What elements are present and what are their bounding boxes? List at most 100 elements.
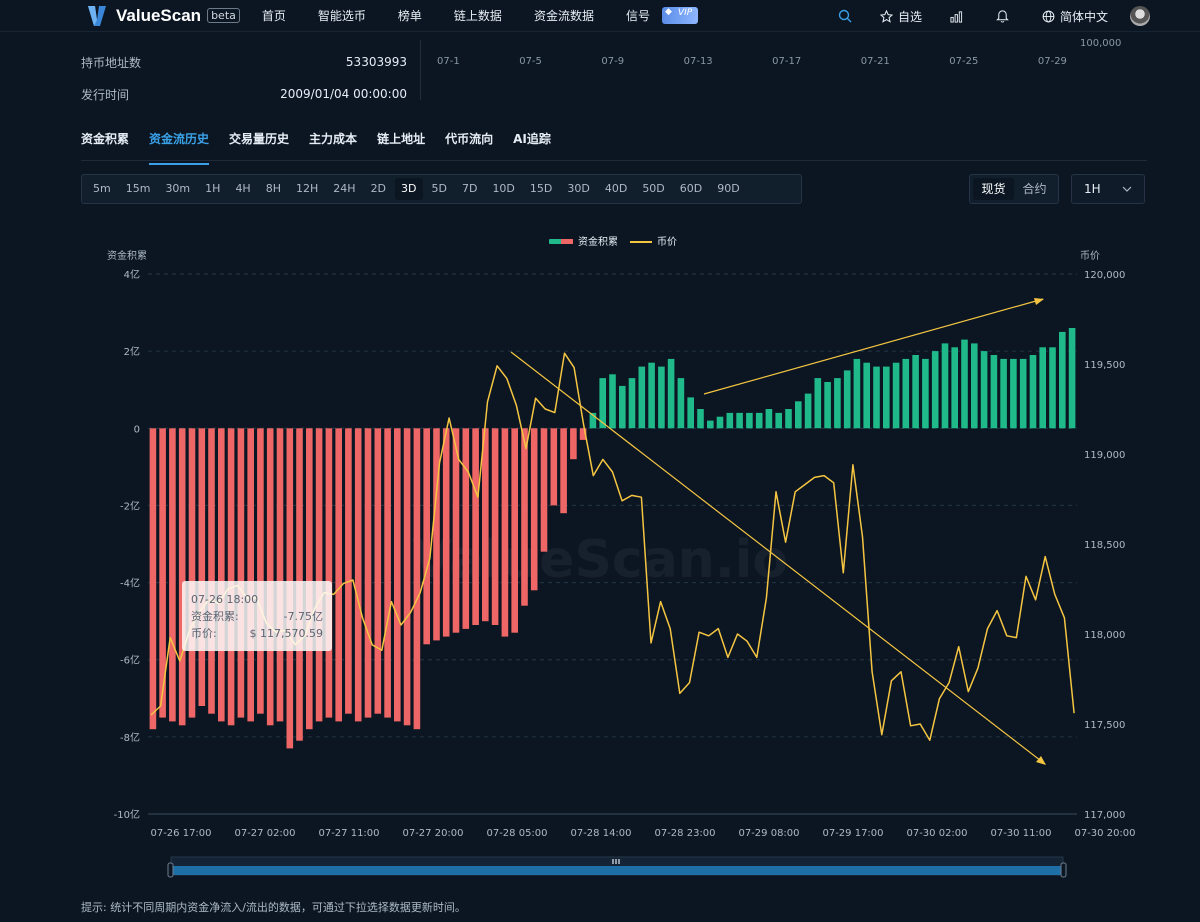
bar[interactable] (980, 351, 988, 429)
bar[interactable] (218, 428, 225, 722)
bar[interactable] (315, 428, 323, 722)
bar[interactable] (648, 362, 655, 429)
bar[interactable] (482, 428, 489, 622)
bar[interactable] (364, 428, 372, 718)
bar[interactable] (237, 428, 245, 718)
period-button-50d[interactable]: 50D (642, 182, 665, 195)
bar[interactable] (843, 370, 851, 429)
bar[interactable] (247, 428, 254, 722)
tab-volume-history[interactable]: 交易量历史 (229, 132, 290, 146)
period-button-2d[interactable]: 2D (370, 182, 387, 195)
bar[interactable] (795, 401, 802, 429)
bar[interactable] (423, 428, 430, 645)
bar[interactable] (325, 428, 333, 718)
nav-item-signals[interactable]: 信号 (625, 9, 650, 23)
bar[interactable] (941, 343, 949, 429)
bar[interactable] (540, 428, 548, 552)
bar[interactable] (433, 428, 440, 641)
bar[interactable] (824, 382, 831, 429)
bar[interactable] (814, 378, 822, 429)
period-button-90d[interactable]: 90D (717, 182, 740, 195)
market-futures-button[interactable]: 合约 (1022, 182, 1047, 196)
bar[interactable] (951, 347, 958, 429)
period-button-40d[interactable]: 40D (604, 182, 628, 195)
bar[interactable] (276, 428, 284, 722)
bar[interactable] (1000, 358, 1007, 429)
bar[interactable] (501, 428, 509, 637)
period-button-15d[interactable]: 15D (529, 182, 553, 195)
bar[interactable] (892, 362, 900, 429)
bar[interactable] (452, 428, 460, 633)
bar[interactable] (922, 358, 929, 429)
period-button-30m[interactable]: 30m (165, 182, 191, 195)
nav-item-rankings[interactable]: 榜单 (397, 9, 422, 23)
nav-item-home[interactable]: 首页 (261, 9, 286, 23)
bar[interactable] (707, 420, 714, 429)
bar[interactable] (335, 428, 342, 722)
bar[interactable] (306, 428, 313, 730)
bar[interactable] (345, 428, 352, 714)
bar[interactable] (873, 366, 880, 429)
tab-flow-history[interactable]: 资金流历史 (149, 130, 210, 165)
bar[interactable] (1029, 355, 1037, 429)
bar[interactable] (765, 409, 773, 429)
bar[interactable] (570, 428, 577, 460)
zoom-handle-left[interactable] (167, 862, 174, 878)
bar[interactable] (1049, 347, 1056, 429)
bar[interactable] (188, 428, 196, 718)
vip-badge[interactable]: VIP (661, 7, 699, 24)
bar[interactable] (883, 366, 890, 429)
bar[interactable] (511, 428, 518, 633)
bar[interactable] (931, 351, 939, 429)
period-button-60d[interactable]: 60D (679, 182, 703, 195)
period-button-30d[interactable]: 30D (567, 182, 590, 195)
market-spot-button[interactable]: 现货 (973, 178, 1014, 200)
period-button-24h[interactable]: 24H (333, 182, 356, 195)
search-icon[interactable] (838, 9, 852, 23)
avatar[interactable] (1130, 6, 1150, 26)
bar[interactable] (413, 428, 421, 730)
interval-select[interactable]: 1H (1071, 174, 1145, 204)
nav-item-fund-flow[interactable]: 资金流数据 (533, 9, 594, 23)
bar[interactable] (589, 412, 597, 429)
watchlist-link[interactable]: 自选 (879, 8, 922, 25)
period-button-12h[interactable]: 12H (296, 182, 319, 195)
bar[interactable] (530, 428, 538, 591)
bar[interactable] (178, 428, 186, 726)
bar[interactable] (1068, 328, 1076, 429)
bar[interactable] (628, 378, 636, 429)
bar[interactable] (755, 412, 763, 429)
bar[interactable] (687, 397, 694, 429)
bar[interactable] (560, 428, 567, 514)
bar[interactable] (1039, 347, 1046, 429)
bar[interactable] (599, 378, 606, 429)
bar[interactable] (266, 428, 274, 726)
bar[interactable] (990, 355, 998, 429)
period-button-7d[interactable]: 7D (461, 182, 478, 195)
bar[interactable] (149, 428, 157, 730)
bar[interactable] (550, 428, 558, 506)
tab-main-cost[interactable]: 主力成本 (309, 132, 358, 146)
bar[interactable] (853, 358, 861, 429)
bar[interactable] (159, 428, 166, 718)
tab-ai-tracking[interactable]: AI追踪 (513, 132, 551, 146)
bar[interactable] (208, 428, 215, 714)
bar[interactable] (736, 412, 743, 429)
bar[interactable] (1010, 358, 1017, 429)
period-button-15m[interactable]: 15m (125, 182, 151, 195)
period-button-8h[interactable]: 8H (265, 182, 281, 195)
bar[interactable] (521, 428, 528, 606)
zoom-handle-right[interactable] (1060, 862, 1067, 878)
bar[interactable] (354, 428, 362, 722)
bar[interactable] (384, 428, 391, 718)
tab-token-flow[interactable]: 代币流向 (445, 132, 494, 146)
bar[interactable] (746, 412, 753, 429)
zoom-slider-range[interactable] (171, 866, 1063, 875)
bar[interactable] (912, 355, 919, 429)
bar[interactable] (834, 378, 841, 429)
language-selector[interactable]: 简体中文 (1042, 8, 1108, 25)
period-button-1h[interactable]: 1H (205, 182, 221, 195)
bar[interactable] (677, 378, 685, 429)
tab-onchain-address[interactable]: 链上地址 (377, 132, 426, 146)
bar[interactable] (472, 428, 479, 625)
